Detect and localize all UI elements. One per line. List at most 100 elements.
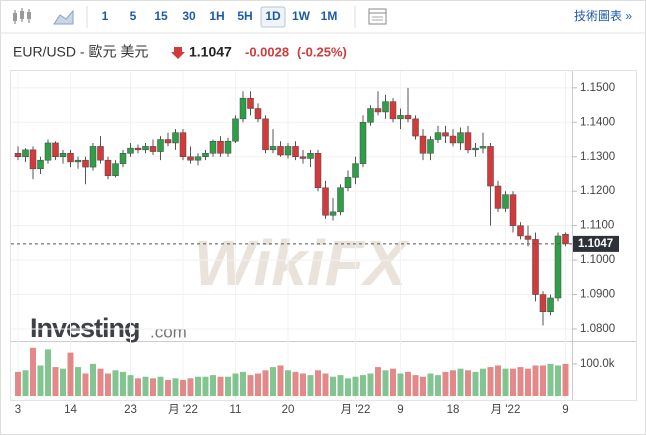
change-pct: (-0.25%) — [297, 44, 347, 59]
volume-bar — [517, 367, 524, 396]
volume-bar — [390, 368, 396, 396]
candle-icon[interactable] — [13, 8, 31, 24]
candle-body — [239, 97, 247, 120]
volume-bar — [435, 375, 441, 396]
tech-chart-link[interactable]: 技術圖表 » — [574, 9, 632, 23]
interval-button[interactable]: 1 — [102, 9, 109, 23]
x-tick-label: 3 — [15, 404, 21, 416]
volume-bar — [472, 371, 479, 396]
candle-body — [104, 159, 112, 176]
candle-body — [254, 108, 262, 120]
x-tick-label: 月 '22 — [491, 404, 521, 416]
volume-bar — [465, 370, 471, 396]
volume-bar — [487, 367, 494, 396]
interval-button[interactable]: 1D — [265, 9, 281, 23]
volume-bar — [157, 376, 164, 396]
candle-body — [457, 132, 464, 144]
candle-body — [277, 146, 284, 156]
candle-body — [52, 142, 59, 157]
table-icon[interactable] — [368, 8, 387, 25]
volume-bar — [427, 373, 434, 396]
candle-body — [487, 146, 494, 187]
volume-bar — [67, 352, 74, 396]
candle-body — [344, 177, 352, 188]
y-tick-label: 1.1000 — [580, 254, 615, 266]
candle-body — [269, 146, 277, 151]
volume-bar — [232, 373, 239, 396]
candle-body — [502, 194, 509, 209]
volume-bar — [30, 347, 36, 396]
interval-button[interactable]: 5 — [130, 9, 137, 23]
volume-bar — [195, 376, 201, 396]
interval-button[interactable]: 1M — [321, 9, 338, 23]
volume-bar — [352, 376, 359, 396]
x-tick-label: 18 — [447, 404, 460, 416]
interval-button[interactable]: 15 — [154, 9, 168, 23]
x-tick-label: 9 — [397, 404, 403, 416]
volume-bar — [135, 378, 141, 396]
volume-bar — [307, 375, 314, 396]
candle-body — [517, 225, 524, 237]
volume-bar — [270, 367, 276, 396]
volume-bar — [375, 367, 381, 396]
interval-button[interactable]: 5H — [237, 9, 252, 23]
volume-bar — [397, 373, 404, 396]
price: 1.1047 — [189, 44, 232, 60]
candle-body — [89, 146, 97, 168]
interval-button[interactable]: 30 — [182, 9, 196, 23]
volume-bar — [225, 376, 231, 396]
candle-body — [232, 118, 239, 142]
candle-body — [299, 156, 307, 159]
volume-bar — [15, 371, 21, 396]
candle-body — [44, 142, 52, 161]
volume-bar — [60, 368, 66, 396]
volume-bar — [120, 371, 126, 396]
volume-bar — [525, 368, 531, 396]
volume-tick-label: 100.0k — [580, 358, 615, 370]
interval-button[interactable]: 1W — [292, 9, 311, 23]
volume-bar — [412, 375, 419, 396]
volume-bar — [315, 370, 321, 396]
volume-bar — [345, 378, 351, 396]
interval-button[interactable]: 1H — [209, 9, 224, 23]
y-tick-label: 1.1200 — [580, 185, 615, 197]
plot: 1.0800 1.0900 1.1000 1.1100 1.1200 1.1300 1.14… — [11, 71, 619, 416]
volume-bar — [112, 370, 119, 396]
volume-bar — [555, 365, 561, 396]
volume-bar — [37, 365, 44, 396]
interval-bar: 1 5 15 30 1H 5H 1D 1W 1M — [102, 6, 338, 28]
area-icon[interactable] — [53, 9, 74, 25]
candle-body — [419, 135, 427, 154]
candle-body — [217, 140, 224, 154]
candle-body — [149, 146, 157, 152]
candle-body — [164, 139, 172, 144]
candle-body — [449, 135, 457, 144]
candle-body — [224, 140, 232, 154]
x-tick-label: 20 — [282, 404, 295, 416]
volume-bar — [202, 376, 209, 396]
candle-body — [524, 235, 532, 240]
candle-body — [97, 146, 104, 161]
volume-bar — [165, 379, 171, 396]
volume-bar — [367, 373, 374, 396]
candle-body — [112, 163, 119, 176]
candle-body — [562, 233, 569, 245]
candle-body — [292, 146, 299, 157]
candle-body — [359, 122, 367, 164]
x-tick-label: 月 '22 — [341, 404, 371, 416]
volume-bar — [277, 365, 284, 396]
x-tick-label: 14 — [64, 404, 77, 416]
candle-body — [547, 297, 554, 313]
candle-body — [29, 149, 37, 170]
logo-suffix: .com — [150, 322, 187, 341]
x-tick-label: 23 — [124, 404, 137, 416]
volume-bar — [142, 376, 149, 396]
volume-bar — [360, 375, 366, 396]
volume-bar — [547, 363, 554, 396]
candle-body — [314, 153, 322, 188]
volume-bar — [210, 375, 216, 396]
candle-body — [194, 156, 202, 161]
candle-body — [157, 139, 164, 152]
